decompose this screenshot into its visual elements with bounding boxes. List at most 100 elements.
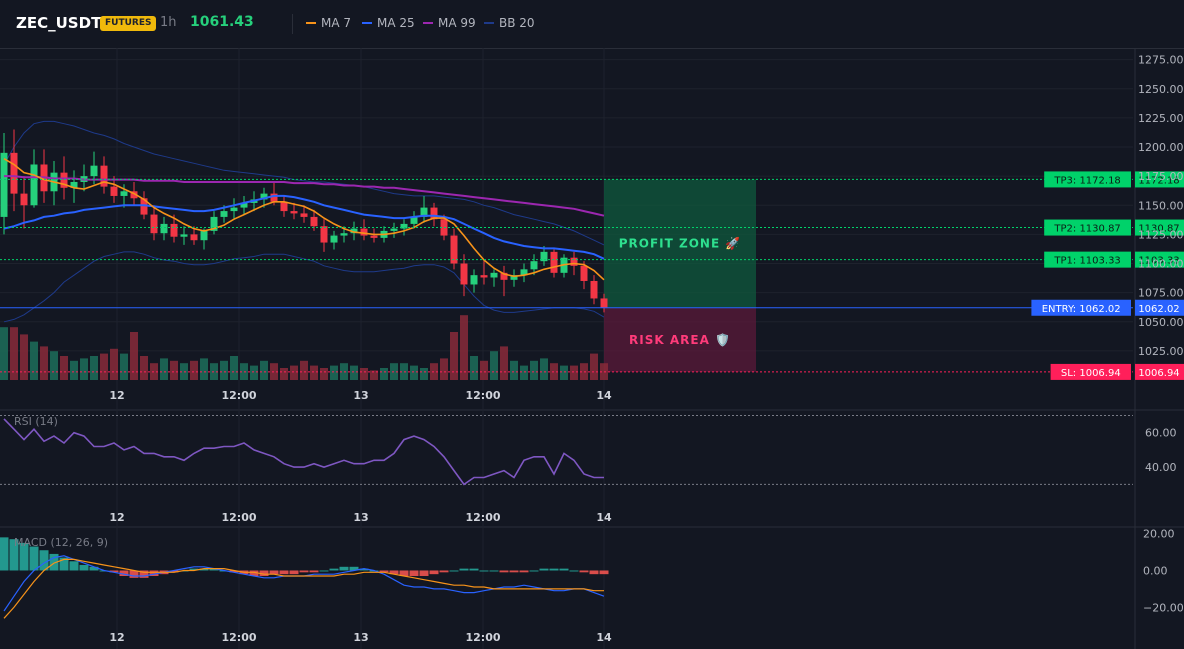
time-tick-label: 12	[109, 389, 124, 402]
candle-body	[200, 230, 208, 241]
legend-ma7-label: MA 7	[321, 16, 352, 30]
tp2-level-text: TP2: 1130.87	[1053, 224, 1120, 235]
volume-bar	[20, 334, 28, 380]
candle-body	[90, 165, 98, 177]
price-tick-label: 1200.00	[1138, 141, 1184, 154]
volume-bar	[470, 356, 478, 380]
volume-bar	[290, 365, 298, 380]
volume-bar	[330, 365, 338, 380]
volume-bar	[0, 327, 8, 380]
rsi-title: RSI (14)	[14, 415, 58, 428]
macd-histogram-bar	[379, 570, 389, 573]
volume-bar	[160, 358, 168, 380]
volume-bar	[440, 358, 448, 380]
candle-body	[280, 201, 288, 212]
price-tick-label: 1050.00	[1138, 316, 1184, 329]
tp3-level-text: TP3: 1172.18	[1053, 175, 1120, 186]
tp2-axis-tag	[1135, 219, 1184, 236]
symbol-name[interactable]: ZEC_USDT	[16, 14, 102, 32]
risk-zone	[604, 307, 756, 372]
candle-body	[110, 186, 118, 196]
macd-histogram-bar	[209, 568, 219, 571]
price-axes: 1275.00 1250.00 1225.00 1200.00 1175.00 1150.…	[109, 54, 1183, 644]
macd-histogram-bar	[319, 570, 329, 572]
macd-histogram-bar	[269, 570, 279, 575]
time-tick-label: 12:00	[465, 631, 500, 644]
macd-histogram-bar	[89, 566, 99, 571]
volume-bar	[170, 360, 178, 380]
candle-body	[120, 191, 128, 196]
macd-line	[3, 555, 605, 612]
macd-histogram-bar	[109, 570, 119, 573]
macd-histogram-bar	[559, 568, 569, 571]
macd-histogram-bar	[39, 550, 49, 571]
legend-ma7[interactable]: MA 7	[306, 16, 351, 30]
candle-body	[160, 223, 168, 234]
tp1-level-tag	[1044, 251, 1131, 268]
volume-bar	[230, 356, 238, 380]
ma25-swatch-icon	[362, 22, 372, 24]
price-tick-label: 1275.00	[1138, 54, 1184, 67]
macd-histogram-bar	[259, 570, 269, 576]
legend-ma25[interactable]: MA 25	[362, 16, 415, 30]
legend-ma99[interactable]: MA 99	[423, 16, 476, 30]
bollinger-bands	[3, 120, 605, 323]
candles	[0, 129, 608, 313]
candle-body	[190, 234, 198, 241]
volume-bar	[360, 368, 368, 380]
volume-bar	[260, 360, 268, 380]
candle-body	[230, 207, 238, 212]
volume-bar	[320, 368, 328, 380]
candle-body	[360, 228, 368, 236]
candle-body	[310, 216, 318, 227]
macd-histogram-bar	[229, 570, 239, 573]
macd-histogram-bar	[199, 568, 209, 571]
ma25-line	[3, 194, 605, 260]
entry-axis-tag	[1135, 299, 1184, 316]
legend-bb20[interactable]: BB 20	[484, 16, 535, 30]
candle-body	[300, 213, 308, 217]
volume-bar	[100, 353, 108, 380]
time-tick-label: 14	[596, 389, 612, 402]
candle-body	[220, 211, 228, 217]
last-price: 1061.43	[190, 14, 254, 30]
macd-signal-line	[3, 558, 604, 619]
candle-body	[240, 202, 248, 208]
time-tick-label: 14	[596, 511, 612, 524]
tp2-axis-text: 1130.87	[1138, 224, 1179, 235]
volume-bar	[220, 360, 228, 380]
volume-bar	[190, 360, 198, 380]
volume-bar	[460, 315, 468, 380]
volume-bar	[200, 358, 208, 380]
macd-histogram-bar	[479, 570, 489, 572]
tp1-axis-tag	[1135, 251, 1184, 268]
volume-bar	[500, 346, 508, 380]
entry-level-tag	[1031, 299, 1131, 316]
macd-histogram-bar	[549, 568, 559, 571]
time-tick-label: 13	[353, 389, 368, 402]
entry-level-text: ENTRY: 1062.02	[1042, 304, 1121, 315]
legend-ma99-label: MA 99	[438, 16, 476, 30]
macd-tick-label: −20.00	[1143, 601, 1184, 614]
candle-body	[320, 226, 328, 243]
risk-zone-label: RISK AREA 🛡️	[629, 333, 731, 347]
volume-bar	[490, 351, 498, 380]
volume-bar	[250, 365, 258, 380]
time-tick-label: 12:00	[465, 511, 500, 524]
timeframe-label[interactable]: 1h	[160, 15, 177, 30]
volume-bar	[590, 353, 598, 380]
futures-badge: FUTURES	[100, 16, 157, 31]
candle-body	[390, 228, 398, 231]
macd-histogram-bar	[579, 570, 589, 573]
candle-body	[450, 235, 458, 264]
macd-histogram-bar	[79, 564, 89, 571]
volume-bar	[50, 351, 58, 380]
macd-histogram-bar	[299, 570, 309, 573]
macd-histogram-bar	[419, 570, 429, 576]
rsi-tick-label: 60.00	[1145, 427, 1177, 440]
volume-bar	[130, 332, 138, 380]
candle-body	[460, 263, 468, 285]
grid-lines	[0, 48, 1184, 649]
volume-bar	[520, 365, 528, 380]
